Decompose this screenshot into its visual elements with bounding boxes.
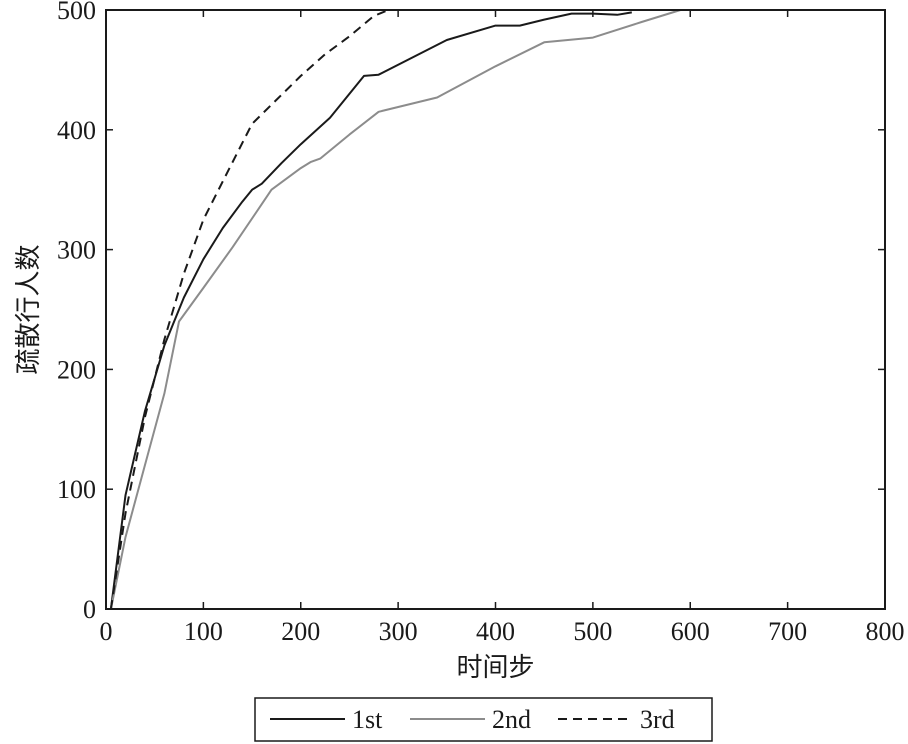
y-tick-label: 200: [57, 355, 96, 384]
y-axis-title: 疏散行人数: [14, 244, 44, 374]
axis-ticks: 0 100 200 300 400 500 600 700 800 0 100 200 300 400 50…: [57, 0, 905, 646]
x-tick-label: 200: [281, 617, 320, 646]
series-line-2nd: [109, 9, 681, 610]
plot-area: [109, 9, 681, 610]
x-axis-title: 时间步: [456, 653, 534, 683]
x-tick-label: 700: [768, 617, 807, 646]
series-line-1st: [109, 11, 632, 610]
x-tick-label: 400: [476, 617, 515, 646]
y-tick-label: 0: [83, 595, 96, 624]
x-tick-label: 0: [100, 617, 113, 646]
y-tick-label: 100: [57, 475, 96, 504]
x-tick-label: 100: [184, 617, 223, 646]
y-tick-label: 500: [57, 0, 96, 25]
series-line-3rd: [109, 9, 389, 610]
plot-frame: [105, 9, 886, 610]
y-tick-label: 300: [57, 236, 96, 265]
x-tick-label: 800: [866, 617, 905, 646]
x-tick-label: 500: [573, 617, 612, 646]
x-tick-label: 600: [671, 617, 710, 646]
legend-label-3rd: 3rd: [640, 705, 675, 734]
y-tick-label: 400: [57, 116, 96, 145]
x-tick-label: 300: [379, 617, 418, 646]
legend: 1st 2nd 3rd: [254, 697, 713, 742]
legend-label-1st: 1st: [352, 705, 383, 734]
legend-label-2nd: 2nd: [492, 705, 531, 734]
